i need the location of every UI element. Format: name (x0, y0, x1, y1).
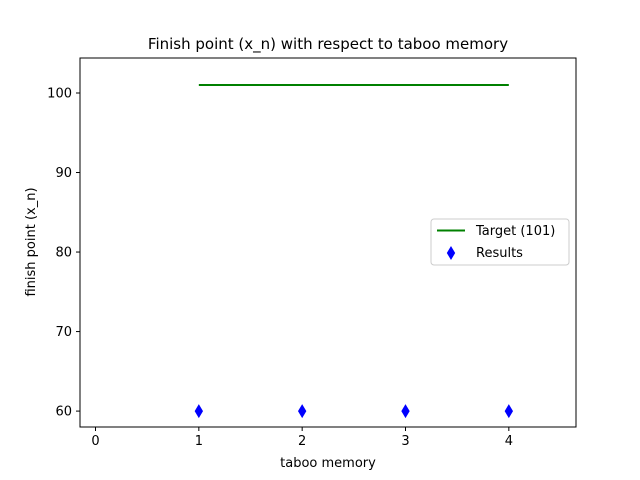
legend-swatch-results (446, 246, 456, 260)
result-point (504, 404, 514, 419)
x-tick-label: 1 (195, 434, 203, 449)
x-tick-label: 0 (91, 434, 99, 449)
y-tick-label: 90 (55, 166, 72, 181)
y-tick-label: 60 (55, 405, 72, 420)
y-tick-label: 70 (55, 325, 72, 340)
legend: Target (101) Results (430, 218, 570, 266)
legend-label-target: Target (101) (475, 224, 555, 239)
x-tick-label: 3 (401, 434, 409, 449)
x-axis: 0 1 2 3 4 (91, 427, 513, 449)
x-tick-label: 4 (505, 434, 513, 449)
plot-area (79, 57, 577, 428)
legend-label-results: Results (476, 246, 523, 261)
chart-title: Finish point (x_n) with respect to taboo… (148, 35, 508, 54)
series-layer (194, 84, 514, 419)
y-tick-label: 100 (47, 86, 72, 101)
y-axis: 60 70 80 90 100 (47, 86, 80, 420)
x-tick-label: 2 (298, 434, 306, 449)
y-axis-label: finish point (x_n) (24, 187, 39, 296)
x-axis-label: taboo memory (280, 456, 376, 471)
legend-box (430, 218, 570, 266)
result-point (401, 404, 410, 419)
result-point (194, 404, 204, 419)
result-point (297, 404, 307, 419)
y-tick-label: 80 (55, 246, 72, 261)
